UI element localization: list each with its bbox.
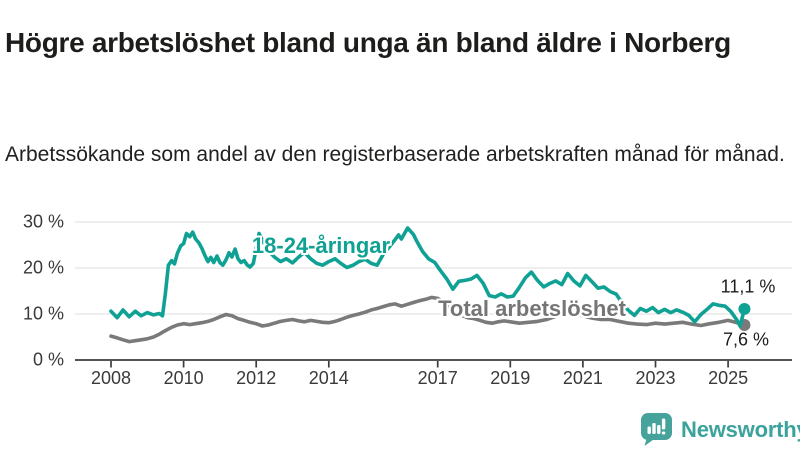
x-tick-label: 2010 (163, 368, 204, 388)
y-tick-label: 10 % (22, 303, 64, 324)
chart-title: Högre arbetslöshet bland unga än bland ä… (5, 26, 731, 58)
brand-name: Newsworthy (681, 416, 800, 442)
x-tick-label: 2019 (490, 368, 531, 388)
end-value-total: 7,6 % (722, 329, 770, 350)
x-tick-label: 2014 (308, 368, 349, 388)
end-value-young: 11,1 % (720, 276, 776, 297)
series-line (109, 295, 747, 344)
x-tick-label: 2008 (90, 368, 132, 388)
series-line (109, 226, 747, 328)
series-label-total: Total arbetslöshet (438, 296, 626, 321)
x-tick-label: 2017 (417, 368, 458, 388)
x-tick-label: 2025 (708, 368, 749, 388)
series-end-dot (738, 302, 751, 315)
newsworthy-logo-icon (641, 413, 672, 446)
series-label-young: 18-24-åringar (251, 233, 391, 258)
y-tick-label: 30 % (22, 211, 64, 232)
chart-subtitle: Arbetssökande som andel av den registerb… (5, 143, 785, 166)
x-tick-label: 2023 (635, 368, 676, 388)
x-tick-label: 2021 (562, 368, 603, 388)
y-tick-label: 20 % (22, 257, 64, 278)
x-tick-label: 2012 (236, 368, 277, 388)
y-tick-label: 0 % (32, 349, 64, 370)
brand-footer: Newsworthy (640, 412, 800, 447)
